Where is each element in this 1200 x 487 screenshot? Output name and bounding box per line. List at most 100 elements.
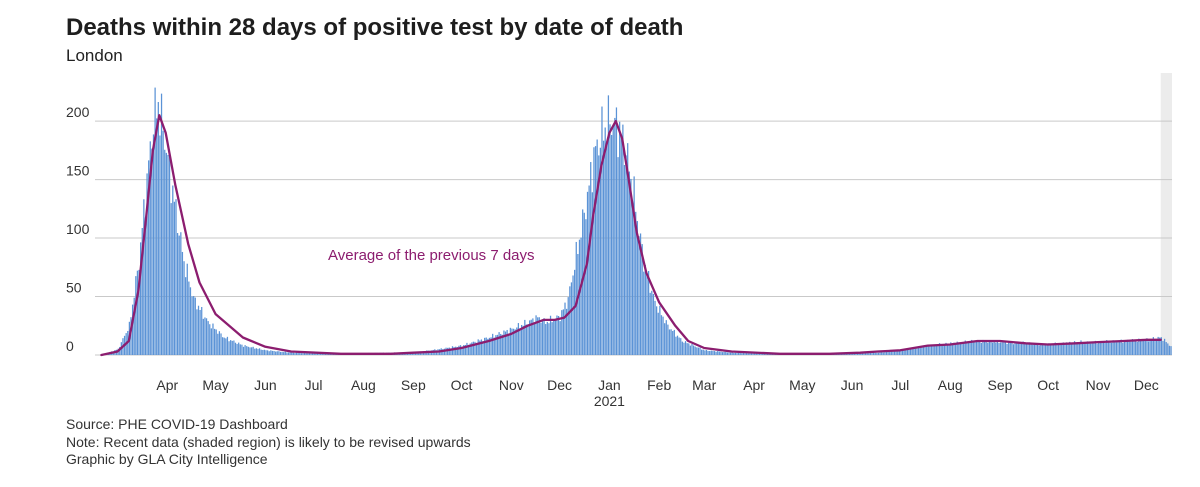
daily-bar <box>305 353 307 355</box>
daily-bar <box>913 347 915 355</box>
y-tick-label: 200 <box>66 104 90 120</box>
daily-bar <box>201 307 203 355</box>
daily-bar <box>225 338 227 355</box>
revision-note: Note: Recent data (shaded region) is lik… <box>66 433 471 450</box>
daily-bar <box>717 351 719 355</box>
daily-bar <box>443 348 446 355</box>
x-tick-label: Nov <box>499 377 524 393</box>
daily-bar <box>641 244 643 355</box>
daily-bar <box>520 324 523 355</box>
daily-bar <box>938 343 941 355</box>
provisional-data-region <box>1160 73 1172 355</box>
daily-bar <box>704 350 706 355</box>
daily-bar <box>500 333 502 355</box>
daily-bar <box>1045 345 1047 355</box>
daily-bar <box>140 242 142 355</box>
daily-bar <box>752 353 754 355</box>
daily-bar <box>233 340 235 355</box>
daily-bar <box>897 351 899 355</box>
daily-bar <box>545 324 547 355</box>
daily-bar <box>1024 344 1026 355</box>
daily-bar <box>678 337 680 355</box>
daily-bar <box>529 320 531 355</box>
daily-bar <box>418 352 420 355</box>
daily-bar <box>241 344 243 355</box>
daily-bar <box>236 343 238 355</box>
daily-bar <box>215 329 217 355</box>
daily-bar <box>1117 341 1119 355</box>
daily-bar <box>295 352 298 355</box>
daily-bar <box>964 340 966 355</box>
daily-bar <box>884 351 886 355</box>
daily-bar <box>271 350 274 355</box>
daily-bar <box>1085 342 1087 355</box>
daily-bar <box>916 347 918 355</box>
y-tick-label: 100 <box>66 221 90 237</box>
daily-bar <box>488 337 491 355</box>
daily-bar <box>1118 341 1121 355</box>
daily-bar <box>1080 340 1082 355</box>
daily-bar <box>635 211 637 355</box>
daily-bar <box>508 333 510 355</box>
daily-bar <box>757 353 759 355</box>
daily-bar <box>189 287 192 355</box>
daily-bar <box>1167 343 1169 355</box>
daily-bar <box>609 124 611 355</box>
daily-bar <box>1006 343 1008 355</box>
daily-bar <box>556 315 558 355</box>
x-tick-label: Dec <box>1134 377 1159 393</box>
daily-bar <box>1062 342 1064 355</box>
daily-bar <box>270 350 272 355</box>
daily-bar <box>954 344 957 355</box>
daily-bar <box>707 350 709 355</box>
daily-bar <box>694 346 696 355</box>
daily-bar <box>670 329 672 355</box>
x-tick-label: Sep <box>988 377 1013 393</box>
daily-bar <box>320 353 322 355</box>
daily-bar <box>484 337 486 355</box>
daily-bar <box>246 346 248 355</box>
daily-bar <box>1090 343 1092 355</box>
daily-bar <box>672 331 674 355</box>
daily-bar <box>540 322 542 355</box>
daily-bar <box>144 217 147 355</box>
daily-bar <box>601 106 603 355</box>
daily-bar <box>612 125 614 355</box>
daily-bar <box>1014 342 1016 355</box>
daily-bar <box>485 337 487 355</box>
daily-bar <box>702 349 704 355</box>
daily-bar <box>1019 343 1021 355</box>
daily-bar <box>725 351 727 355</box>
daily-bar <box>958 342 960 355</box>
daily-bar <box>1041 343 1044 355</box>
daily-bar <box>255 348 258 355</box>
daily-bar <box>972 342 974 355</box>
daily-bar <box>466 342 468 355</box>
daily-bar <box>209 324 211 355</box>
daily-bar <box>267 350 269 355</box>
daily-bar <box>971 339 973 355</box>
daily-bar <box>1120 339 1122 355</box>
daily-bar <box>234 342 237 355</box>
daily-bar <box>221 337 224 355</box>
daily-bar <box>313 353 315 355</box>
daily-bar <box>1091 341 1093 355</box>
daily-bar <box>1067 342 1069 355</box>
daily-bar <box>863 352 865 355</box>
daily-bar <box>278 351 280 355</box>
daily-bar <box>239 344 241 355</box>
daily-bar <box>302 352 304 355</box>
daily-bar <box>627 143 629 355</box>
daily-bar <box>541 320 544 355</box>
daily-bar <box>631 204 634 355</box>
daily-bar <box>1159 337 1161 355</box>
daily-bar <box>254 348 256 355</box>
daily-bar <box>207 321 209 355</box>
daily-bar <box>911 348 913 355</box>
daily-bar <box>598 155 600 355</box>
daily-bar <box>554 319 556 355</box>
daily-bar <box>292 352 294 355</box>
x-tick-label: Aug <box>938 377 963 393</box>
daily-bar <box>1008 341 1010 355</box>
daily-bar <box>286 352 288 355</box>
